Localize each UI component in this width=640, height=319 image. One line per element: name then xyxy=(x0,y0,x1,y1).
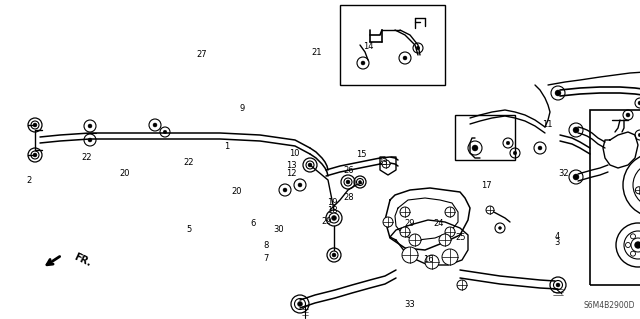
Text: 5: 5 xyxy=(186,225,191,234)
Text: 6: 6 xyxy=(250,219,255,228)
Text: 8: 8 xyxy=(263,241,268,250)
Text: 22: 22 xyxy=(81,153,92,162)
Bar xyxy=(590,110,640,285)
Text: 28: 28 xyxy=(344,193,354,202)
Circle shape xyxy=(556,283,560,287)
Text: 21: 21 xyxy=(312,48,322,57)
Text: 15: 15 xyxy=(356,150,367,159)
Text: 30: 30 xyxy=(273,225,284,234)
Circle shape xyxy=(538,146,542,150)
Text: 33: 33 xyxy=(404,300,415,309)
Text: 25: 25 xyxy=(456,233,466,242)
Text: 20: 20 xyxy=(232,187,242,196)
Circle shape xyxy=(486,206,494,214)
Circle shape xyxy=(358,181,362,183)
Circle shape xyxy=(332,253,336,257)
Text: 2: 2 xyxy=(26,176,31,185)
Circle shape xyxy=(298,183,302,187)
Bar xyxy=(455,115,515,160)
Text: 29: 29 xyxy=(321,217,332,226)
Text: 27: 27 xyxy=(196,50,207,59)
Circle shape xyxy=(409,234,421,246)
Circle shape xyxy=(361,61,365,65)
Circle shape xyxy=(555,90,561,96)
Text: 19: 19 xyxy=(328,198,338,207)
Circle shape xyxy=(88,138,92,142)
Circle shape xyxy=(439,234,451,246)
Circle shape xyxy=(163,130,167,134)
Circle shape xyxy=(442,249,458,265)
Circle shape xyxy=(573,174,579,180)
Text: 3: 3 xyxy=(554,238,559,247)
Text: 9: 9 xyxy=(239,104,244,113)
Text: 20: 20 xyxy=(120,169,130,178)
Text: FR.: FR. xyxy=(72,252,93,268)
Circle shape xyxy=(445,207,455,217)
Circle shape xyxy=(636,187,640,194)
Circle shape xyxy=(346,180,350,184)
Circle shape xyxy=(499,226,502,229)
Circle shape xyxy=(635,242,640,248)
Circle shape xyxy=(33,123,37,127)
Circle shape xyxy=(382,160,390,168)
Text: 18: 18 xyxy=(328,206,338,215)
Circle shape xyxy=(332,216,337,220)
Text: 32: 32 xyxy=(558,169,568,178)
Text: 7: 7 xyxy=(263,254,268,263)
Text: 10: 10 xyxy=(289,149,300,158)
Circle shape xyxy=(425,255,439,269)
Circle shape xyxy=(308,163,312,167)
Text: 12: 12 xyxy=(286,169,296,178)
Text: 4: 4 xyxy=(554,232,559,241)
Circle shape xyxy=(383,217,393,227)
Circle shape xyxy=(402,247,418,263)
Circle shape xyxy=(400,227,410,237)
Circle shape xyxy=(626,113,630,117)
Circle shape xyxy=(403,56,407,60)
Circle shape xyxy=(472,145,478,151)
Circle shape xyxy=(513,151,517,155)
Bar xyxy=(340,5,445,85)
Text: 23: 23 xyxy=(378,158,388,167)
Circle shape xyxy=(416,46,420,50)
Circle shape xyxy=(283,188,287,192)
Text: 16: 16 xyxy=(424,256,434,264)
Circle shape xyxy=(506,141,510,145)
Circle shape xyxy=(638,133,640,137)
Circle shape xyxy=(573,127,579,133)
Text: 26: 26 xyxy=(344,166,354,175)
Text: 22: 22 xyxy=(184,158,194,167)
Text: 14: 14 xyxy=(363,42,373,51)
Text: S6M4B2900D: S6M4B2900D xyxy=(584,301,635,310)
Text: 13: 13 xyxy=(286,161,296,170)
Circle shape xyxy=(638,101,640,105)
Text: 24: 24 xyxy=(433,219,444,228)
Text: 11: 11 xyxy=(542,120,552,129)
Circle shape xyxy=(445,227,455,237)
Circle shape xyxy=(298,301,303,307)
Circle shape xyxy=(457,280,467,290)
Text: 17: 17 xyxy=(481,181,492,189)
Circle shape xyxy=(153,123,157,127)
Text: 1: 1 xyxy=(225,142,230,151)
Text: 29: 29 xyxy=(404,219,415,228)
Circle shape xyxy=(88,124,92,128)
Circle shape xyxy=(400,207,410,217)
Circle shape xyxy=(33,153,37,157)
